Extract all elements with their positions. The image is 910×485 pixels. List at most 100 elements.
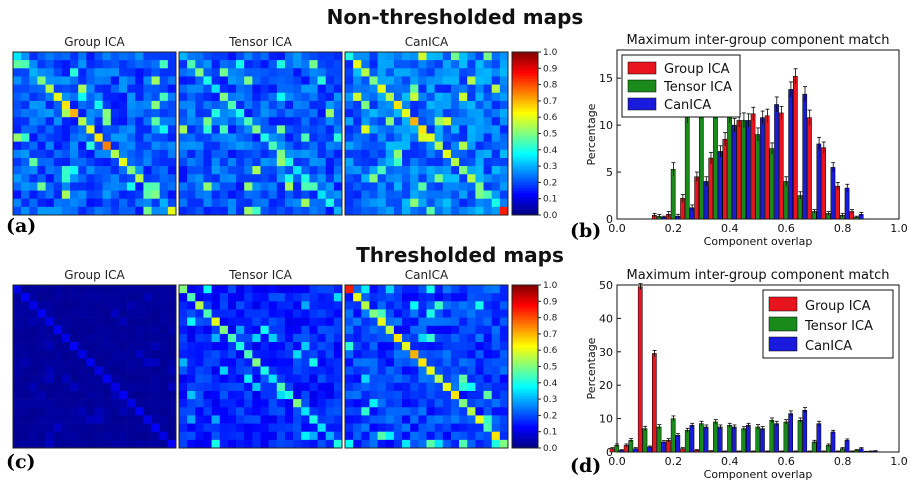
panel-c-cell xyxy=(410,358,419,367)
panel-c-cell xyxy=(86,301,95,310)
panel-a-cell xyxy=(86,68,95,77)
panel-c-cell xyxy=(21,317,30,327)
panel-a-cell xyxy=(127,174,136,183)
panel-a-cell xyxy=(385,52,395,61)
panel-c-cell xyxy=(345,382,354,392)
panel-c-cell xyxy=(442,309,452,318)
panel-c-cell xyxy=(219,399,229,408)
panel-a-cell xyxy=(410,68,419,77)
panel-c-cell xyxy=(434,415,444,424)
panel-c-cell xyxy=(159,301,169,310)
panel-c-cell xyxy=(143,317,152,327)
panel-a-cell xyxy=(110,117,120,126)
panel-c-cell xyxy=(418,325,427,335)
panel-b-xtick-label: 0.2 xyxy=(665,222,683,235)
panel-a-cell xyxy=(369,149,378,159)
panel-c-cell xyxy=(236,439,245,449)
panel-c-cell xyxy=(94,423,103,432)
panel-c-cell xyxy=(167,301,177,310)
panel-d-legend-label-1: Group ICA xyxy=(805,299,871,314)
panel-d-series-2 xyxy=(614,415,873,453)
panel-a-cell xyxy=(434,190,444,199)
panel-c-cell xyxy=(110,431,120,441)
panel-a-cell xyxy=(203,166,212,175)
panel-a-cell xyxy=(61,149,71,159)
panel-c-cell xyxy=(268,350,278,359)
panel-a-cell xyxy=(159,125,169,134)
panel-c-cell xyxy=(13,342,22,351)
panel-c-cell xyxy=(385,358,395,367)
panel-a-cell xyxy=(102,174,112,183)
panel-c-cell xyxy=(195,301,204,310)
panel-c-cell xyxy=(410,309,419,318)
panel-c-cell xyxy=(159,293,169,302)
panel-a-cell xyxy=(426,174,435,183)
panel-c-cell xyxy=(268,309,278,318)
panel-a-cell xyxy=(143,198,152,208)
panel-c-cell xyxy=(345,374,354,384)
panel-c-cell xyxy=(434,325,444,335)
panel-a-cell xyxy=(345,84,354,94)
panel-a-cell xyxy=(187,133,196,142)
panel-c-cell xyxy=(227,439,237,449)
panel-a-cell xyxy=(410,60,419,69)
panel-a-cell xyxy=(127,76,136,85)
panel-a-cell xyxy=(309,52,318,61)
panel-a-cell xyxy=(260,182,269,191)
panel-a-cell xyxy=(491,117,501,126)
panel-c-cell xyxy=(402,382,411,392)
panel-c-cell xyxy=(410,415,419,424)
panel-c-cell xyxy=(135,285,144,294)
panel-c-cell xyxy=(37,317,46,327)
panel-c-cell xyxy=(317,390,326,400)
panel-a-cell xyxy=(179,182,188,191)
panel-a-cell xyxy=(377,206,387,216)
panel-a-cell xyxy=(70,206,79,216)
panel-c-cell xyxy=(475,293,484,302)
panel-a-cell xyxy=(179,190,188,199)
panel-a-cell xyxy=(21,141,30,151)
panel-c-cell xyxy=(284,350,294,359)
panel-d-xtick-label: 0.2 xyxy=(665,455,683,468)
panel-a-cell xyxy=(361,133,370,142)
panel-c-cell xyxy=(61,309,71,318)
panel-c-cell xyxy=(29,293,38,302)
panel-a-cell xyxy=(187,141,196,151)
panel-a-cell xyxy=(434,133,444,142)
panel-c-cell xyxy=(361,342,370,351)
panel-a-cell xyxy=(211,68,221,77)
panel-a-cell xyxy=(402,206,411,216)
panel-a-cell xyxy=(252,109,261,118)
panel-c-cell xyxy=(483,317,492,327)
panel-c-cell xyxy=(118,423,128,432)
panel-a-cell xyxy=(37,76,46,85)
panel-a-cell xyxy=(333,100,343,110)
panel-a-cell xyxy=(70,68,79,77)
panel-a-colorbar-step xyxy=(512,166,538,170)
panel-a-cell xyxy=(434,117,444,126)
panel-a-cell xyxy=(260,141,269,151)
panel-c-cell xyxy=(219,309,229,318)
panel-c-cell xyxy=(203,342,212,351)
panel-a-cell xyxy=(118,92,128,102)
panel-a-cell xyxy=(45,198,55,208)
panel-a-cell xyxy=(369,100,378,110)
panel-a-cell xyxy=(459,84,468,94)
panel-c-cell xyxy=(143,374,152,384)
panel-c-cell xyxy=(353,439,362,449)
panel-c-cell xyxy=(442,423,452,432)
panel-c-cell xyxy=(102,285,112,294)
panel-c-cell xyxy=(301,350,310,359)
panel-c-cell xyxy=(442,293,452,302)
panel-b-ytick-label: 0 xyxy=(606,213,613,226)
panel-c-cell xyxy=(402,350,411,359)
panel-c-cell xyxy=(483,301,492,310)
panel-a-cell xyxy=(284,60,294,69)
panel-c-cell xyxy=(369,390,378,400)
panel-a-cell xyxy=(459,206,468,216)
panel-c-cell xyxy=(467,374,476,384)
panel-c-cell xyxy=(61,317,71,327)
panel-a-cell xyxy=(187,190,196,199)
panel-a-cell xyxy=(276,109,286,118)
panel-a-cell xyxy=(385,125,395,134)
